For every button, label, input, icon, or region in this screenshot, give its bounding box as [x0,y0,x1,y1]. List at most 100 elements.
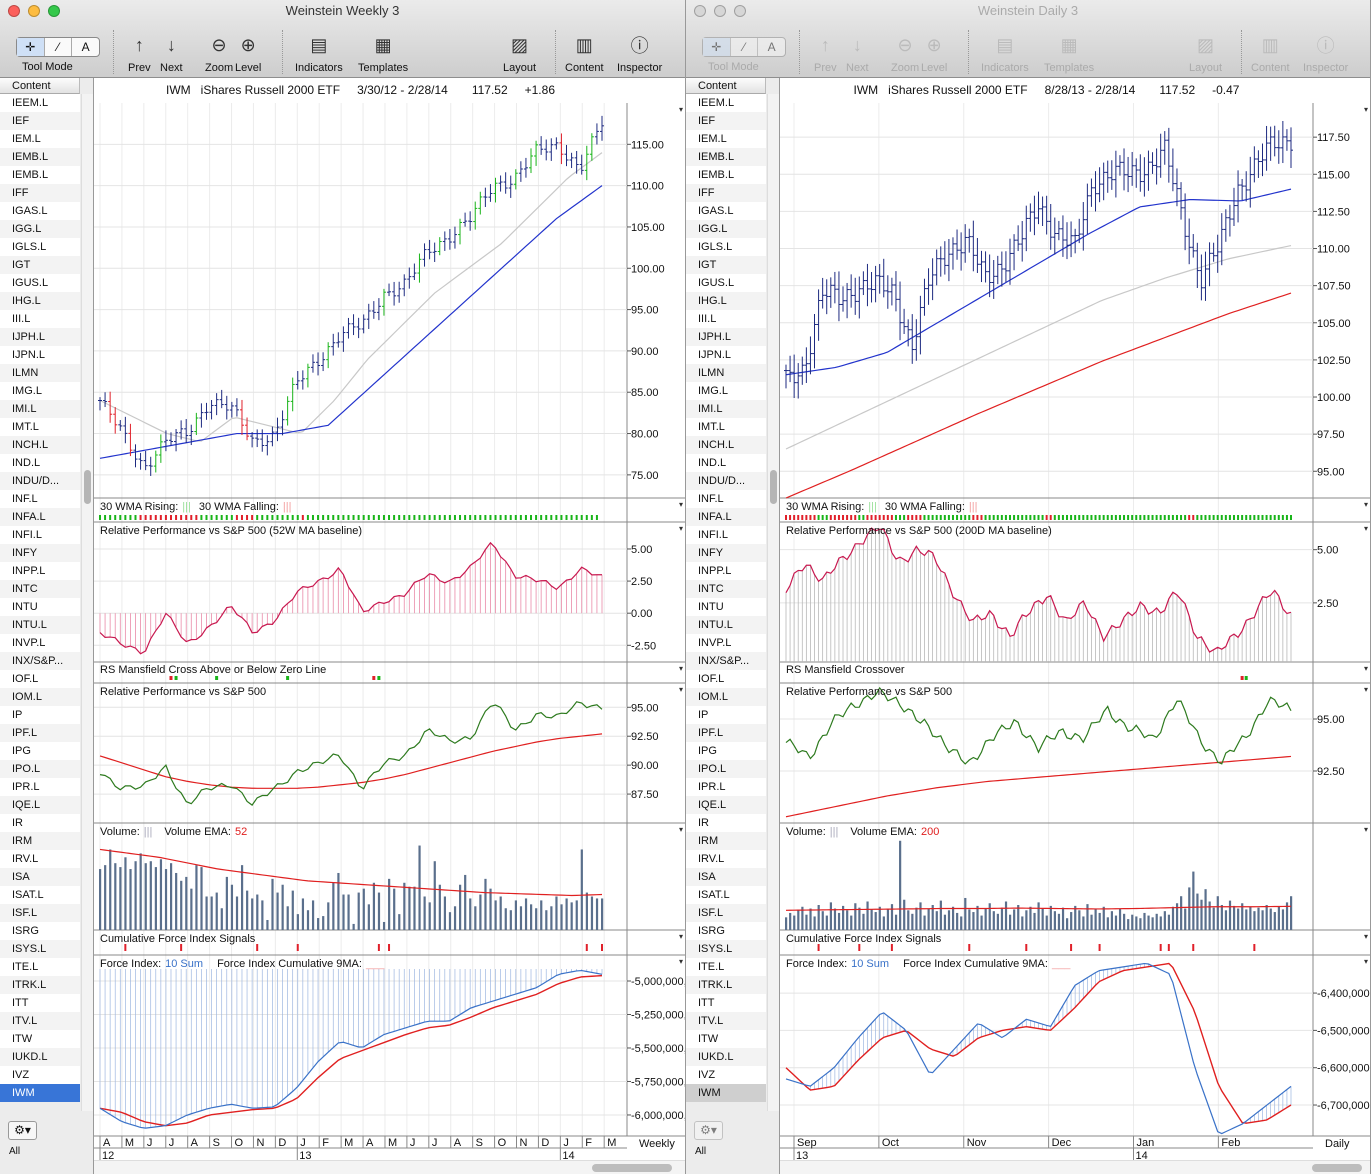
list-item[interactable]: IND.L [686,454,766,472]
list-item[interactable]: ISYS.L [686,940,766,958]
horizontal-scrollbar[interactable] [94,1160,685,1174]
list-item[interactable]: IPR.L [0,778,80,796]
list-item[interactable]: IEMB.L [686,166,766,184]
list-item[interactable]: IGAS.L [0,202,80,220]
list-item[interactable]: ITE.L [686,958,766,976]
list-item[interactable]: IEMB.L [0,148,80,166]
list-item[interactable]: IJPN.L [686,346,766,364]
list-item[interactable]: IEF [0,112,80,130]
crosshair-tool-icon[interactable]: ✛ [17,38,45,56]
list-item[interactable]: IEF [686,112,766,130]
list-item[interactable]: ITRK.L [0,976,80,994]
list-item[interactable]: IWM [0,1084,80,1102]
list-item[interactable]: ITV.L [686,1012,766,1030]
toolbar-layout-button[interactable]: ▨ Layout [503,28,536,75]
list-item[interactable]: INTU [686,598,766,616]
list-item[interactable]: ITW [0,1030,80,1048]
list-item[interactable]: IJPH.L [686,328,766,346]
list-scrollbar[interactable] [767,94,779,1111]
list-item[interactable]: IRM [686,832,766,850]
list-item[interactable]: IQE.L [0,796,80,814]
list-item[interactable]: INDU/D... [0,472,80,490]
scrollbar-thumb[interactable] [1312,1164,1362,1172]
list-item[interactable]: ILMN [686,364,766,382]
list-item[interactable]: IP [0,706,80,724]
list-item[interactable]: IUKD.L [0,1048,80,1066]
list-item[interactable]: ISF.L [0,904,80,922]
list-item[interactable]: IGLS.L [0,238,80,256]
list-item[interactable]: III.L [0,310,80,328]
list-item[interactable]: IRM [0,832,80,850]
window-close-button[interactable] [694,5,706,17]
tool-mode-control[interactable]: ✛ ⁄ A [702,37,786,57]
list-item[interactable]: INTU [0,598,80,616]
toolbar-zoom-button[interactable]: ⊖ Zoom [205,28,233,75]
list-item[interactable]: IPG [0,742,80,760]
list-item[interactable]: INCH.L [0,436,80,454]
content-column-header[interactable]: Content [686,78,766,94]
text-tool-icon[interactable]: A [767,40,776,54]
list-item[interactable]: IUKD.L [686,1048,766,1066]
toolbar-layout-button[interactable]: ▨ Layout [1189,28,1222,75]
list-item[interactable]: INCH.L [686,436,766,454]
list-item[interactable]: IGUS.L [0,274,80,292]
toolbar-content-button[interactable]: ▥ Content [565,28,604,75]
toolbar-templates-button[interactable]: ▦ Templates [358,28,408,75]
list-item[interactable]: IGG.L [0,220,80,238]
settings-gear-button[interactable]: ⚙▾ [694,1121,723,1140]
toolbar-inspector-button[interactable]: ⓘ Inspector [617,28,662,74]
list-item[interactable]: IND.L [0,454,80,472]
list-item[interactable]: INF.L [686,490,766,508]
list-item[interactable]: ITW [686,1030,766,1048]
list-item[interactable]: INTC [0,580,80,598]
tool-mode-control[interactable]: ✛ ⁄ A [16,37,100,57]
toolbar-level-button[interactable]: ⊕ Level [921,28,947,75]
toolbar-next-button[interactable]: ↓ Next [160,28,183,75]
list-item[interactable]: IPO.L [686,760,766,778]
list-item[interactable]: IEM.L [686,130,766,148]
list-item[interactable]: IVZ [686,1066,766,1084]
list-item[interactable]: ISAT.L [686,886,766,904]
period-selector[interactable]: Weekly [639,1138,675,1150]
list-item[interactable]: INDU/D... [686,472,766,490]
list-item[interactable]: IRV.L [686,850,766,868]
toolbar-inspector-button[interactable]: ⓘ Inspector [1303,28,1348,74]
list-item[interactable]: ITT [0,994,80,1012]
list-item[interactable]: INPP.L [0,562,80,580]
list-item[interactable]: IEEM.L [686,94,766,112]
list-item[interactable]: INPP.L [686,562,766,580]
list-item[interactable]: ISA [686,868,766,886]
list-item[interactable]: IPR.L [686,778,766,796]
list-item[interactable]: IMG.L [0,382,80,400]
list-item[interactable]: INFY [0,544,80,562]
window-close-button[interactable] [8,5,20,17]
toolbar-indicators-button[interactable]: ▤ Indicators [295,28,343,75]
list-item[interactable]: IQE.L [686,796,766,814]
list-item[interactable]: IMG.L [686,382,766,400]
list-item[interactable]: INX/S&P... [686,652,766,670]
list-item[interactable]: IHG.L [0,292,80,310]
list-item[interactable]: IMI.L [0,400,80,418]
list-item[interactable]: IOM.L [0,688,80,706]
list-item[interactable]: IWM [686,1084,766,1102]
list-item[interactable]: IPF.L [0,724,80,742]
list-item[interactable]: IGAS.L [686,202,766,220]
list-item[interactable]: INFA.L [686,508,766,526]
list-item[interactable]: IGUS.L [686,274,766,292]
list-item[interactable]: IFF [0,184,80,202]
list-item[interactable]: IVZ [0,1066,80,1084]
list-item[interactable]: INTC [686,580,766,598]
list-item[interactable]: IPF.L [686,724,766,742]
list-item[interactable]: INFI.L [0,526,80,544]
list-item[interactable]: IEEM.L [0,94,80,112]
list-item[interactable]: INFA.L [0,508,80,526]
list-item[interactable]: INFI.L [686,526,766,544]
list-item[interactable]: IGT [686,256,766,274]
window-zoom-button[interactable] [734,5,746,17]
list-item[interactable]: ISYS.L [0,940,80,958]
list-item[interactable]: IMT.L [686,418,766,436]
list-item[interactable]: IMI.L [686,400,766,418]
line-tool-icon[interactable]: ⁄ [45,38,73,56]
list-item[interactable]: IEMB.L [0,166,80,184]
toolbar-zoom-button[interactable]: ⊖ Zoom [891,28,919,75]
